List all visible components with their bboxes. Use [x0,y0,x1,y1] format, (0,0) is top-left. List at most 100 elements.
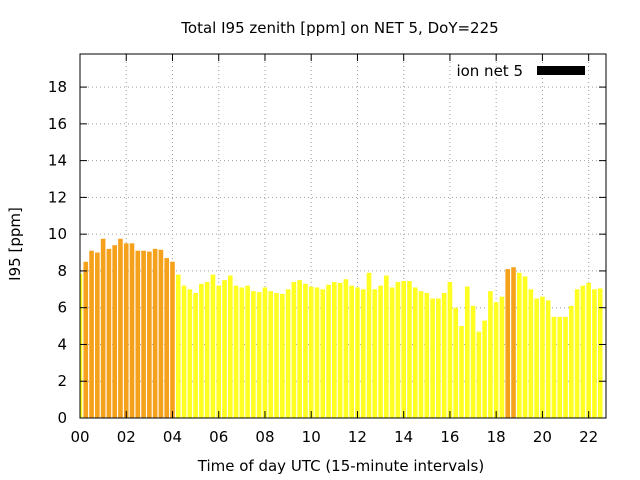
bar [459,326,464,418]
bar [233,285,239,418]
bar [563,316,568,418]
bar [239,287,245,418]
bar [256,292,262,418]
bar [326,284,331,418]
bar [360,289,366,418]
x-tick-label: 18 [487,428,506,446]
bar [597,288,603,418]
x-axis-label: Time of day UTC (15-minute intervals) [197,457,484,475]
bar [384,275,389,418]
y-tick-label: 10 [48,225,67,243]
bar [407,281,412,418]
bar [569,305,574,418]
bar [366,272,372,418]
bar [430,298,435,418]
x-tick-label: 16 [440,428,459,446]
bar [482,320,487,418]
legend-swatch [537,66,585,75]
x-tick-label: 20 [533,428,552,446]
bar [106,248,112,418]
bar [175,274,181,418]
grid-lines [80,54,606,418]
bar [274,292,279,418]
bar [378,285,383,418]
bar [395,281,401,418]
y-tick-label: 16 [48,115,67,133]
bar [586,282,591,418]
x-tick-label: 06 [209,428,228,446]
bar [285,289,291,418]
bar [488,291,493,418]
y-axis-label: I95 [ppm] [6,207,24,281]
bar [152,248,158,418]
bar [545,300,551,418]
x-tick-label: 02 [117,428,136,446]
bar [592,289,597,418]
bar [158,249,164,418]
x-tick-label: 04 [163,428,182,446]
y-tick-label: 14 [48,152,67,170]
bar [204,281,210,418]
bar [320,289,326,418]
bar [222,280,227,418]
bar [268,291,274,418]
bar [118,238,123,418]
bar [95,252,100,418]
bar [112,245,117,418]
bar [251,291,256,418]
y-tick-labels: 0 2 4 6 8 10 12 14 16 18 [48,78,67,427]
bar [89,250,94,418]
bar [199,283,204,418]
bar [216,285,222,418]
bar [436,298,441,418]
bar [280,293,285,418]
bar [516,272,522,418]
bar [522,276,528,418]
bar [314,287,320,418]
bar [343,279,349,418]
bar [540,296,545,418]
plot-frame [79,53,607,419]
bar [580,285,586,418]
y-tick-label: 18 [48,78,67,96]
legend: ion net 5 [456,62,585,80]
bar [181,285,187,418]
bar [551,316,557,418]
bar [534,298,539,418]
bar [262,287,268,418]
x-tick-label: 14 [394,428,413,446]
bar [297,280,302,418]
bars [80,238,603,418]
bar [470,305,476,418]
bar [80,273,83,418]
bar [412,287,418,418]
x-tick-labels: 00 02 04 06 08 10 12 14 16 18 20 22 [70,428,598,446]
bar [464,286,470,418]
x-tick-label: 10 [302,428,321,446]
bar [187,289,193,418]
y-tick-label: 6 [57,299,67,317]
bar [337,282,343,418]
y-tick-label: 12 [48,188,67,206]
bar [349,285,354,418]
bar [245,285,250,418]
bar [476,331,482,418]
bar [499,296,505,418]
bar [164,258,170,418]
bar [528,289,534,418]
x-tick-label: 08 [255,428,274,446]
chart-title: Total I95 zenith [ppm] on NET 5, DoY=225 [180,19,498,37]
bar [291,281,297,418]
bar [193,292,198,418]
bar [170,261,175,418]
legend-label: ion net 5 [456,62,523,80]
bar [401,281,406,418]
axis-ticks [79,54,606,419]
bar [141,250,146,418]
bar [355,287,360,418]
bar [511,267,516,418]
bar [447,281,453,418]
bar [308,286,314,418]
bar [441,292,447,418]
